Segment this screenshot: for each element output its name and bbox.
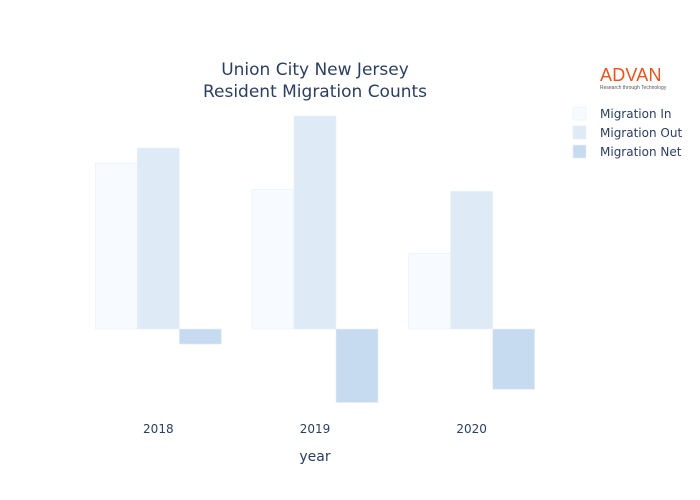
x-axis-title: year — [299, 449, 330, 465]
chart-title: Union City New Jersey Resident Migration… — [203, 60, 427, 102]
x-tick-label: 2020 — [456, 422, 487, 436]
bar-migration-out-2020[interactable] — [450, 191, 493, 330]
chart-title-line-1: Union City New Jersey — [221, 60, 409, 80]
advan-logo: ADVAN Research through Technology — [600, 66, 672, 91]
legend-swatch — [572, 125, 587, 140]
bar-migration-net-2020[interactable] — [492, 328, 535, 390]
legend[interactable]: Migration In Migration Out Migration Net — [572, 106, 682, 159]
x-tick-label: 2018 — [143, 422, 174, 436]
bar-migration-out-2018[interactable] — [137, 147, 180, 330]
bars-layer — [95, 115, 535, 403]
x-tick-labels: 2018 2019 2020 — [143, 422, 487, 436]
bar-migration-in-2020[interactable] — [408, 253, 451, 330]
legend-label: Migration In — [600, 107, 672, 121]
legend-item-migration-in[interactable]: Migration In — [572, 106, 672, 121]
bar-migration-net-2019[interactable] — [335, 328, 379, 403]
legend-label: Migration Out — [600, 126, 682, 140]
logo-wordmark: ADVAN — [600, 65, 662, 85]
chart-title-line-2: Resident Migration Counts — [203, 82, 427, 102]
bar-migration-in-2018[interactable] — [95, 162, 138, 330]
legend-swatch — [572, 144, 587, 159]
x-tick-label: 2019 — [300, 422, 331, 436]
legend-label: Migration Net — [600, 145, 682, 159]
logo-tagline: Research through Technology — [600, 85, 667, 91]
legend-item-migration-out[interactable]: Migration Out — [572, 125, 682, 140]
bar-migration-net-2018[interactable] — [179, 328, 222, 345]
legend-item-migration-net[interactable]: Migration Net — [572, 144, 682, 159]
bar-migration-in-2019[interactable] — [251, 189, 295, 330]
legend-swatch — [572, 106, 587, 121]
bar-migration-out-2019[interactable] — [293, 115, 337, 330]
